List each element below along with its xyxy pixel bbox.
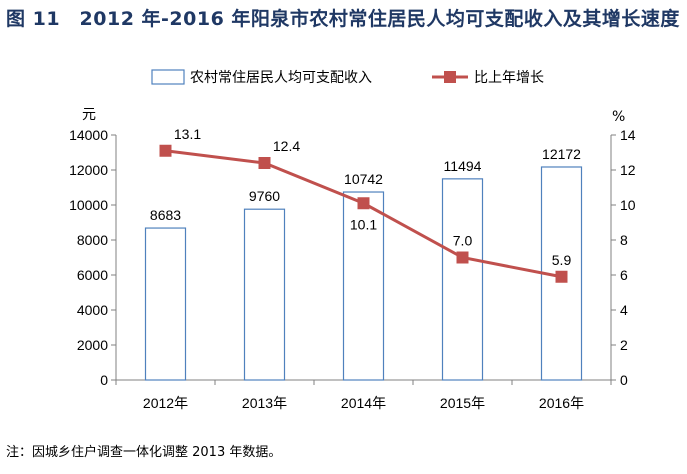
left-axis-tick-label: 4000	[77, 302, 108, 318]
income-data-label: 8683	[150, 207, 181, 223]
left-axis-tick-label: 2000	[77, 337, 108, 353]
left-axis-tick-label: 0	[100, 372, 108, 388]
right-axis-tick-label: 8	[620, 232, 628, 248]
income-data-label: 10742	[344, 171, 383, 187]
income-bar	[441, 178, 484, 381]
left-axis-tick-label: 10000	[69, 197, 108, 213]
growth-marker	[555, 270, 568, 283]
left-axis-tick-label: 6000	[77, 267, 108, 283]
income-bar	[243, 208, 286, 381]
growth-data-label: 12.4	[273, 138, 300, 154]
footnote: 注：因城乡住户调查一体化调整 2013 年数据。	[6, 445, 282, 460]
left-axis-tick-label: 14000	[69, 127, 108, 143]
x-axis-tick-label: 2013年	[242, 395, 287, 411]
combo-chart: 农村常住居民人均可支配收入 比上年增长 元 % 0 2000 4000 6000 800…	[69, 69, 636, 411]
left-axis-tick-label: 12000	[69, 162, 108, 178]
x-axis-tick-label: 2015年	[440, 395, 485, 411]
right-axis-tick-label: 6	[620, 267, 628, 283]
right-axis-tick-label: 2	[620, 337, 628, 353]
income-bar	[342, 191, 385, 381]
legend-label-income: 农村常住居民人均可支配收入	[190, 70, 372, 86]
x-axis-tick-label: 2016年	[539, 395, 584, 411]
growth-data-label: 5.9	[552, 252, 572, 268]
legend: 农村常住居民人均可支配收入 比上年增长	[151, 69, 544, 86]
growth-marker	[258, 157, 271, 169]
growth-marker	[456, 251, 469, 264]
right-axis-unit: %	[612, 109, 625, 125]
income-data-label: 12172	[542, 146, 581, 162]
data-labels: 8683 9760 10742 11494 12172 13.1 12.4 10.1 7.0 5.…	[150, 126, 581, 268]
x-axis-tick-label: 2012年	[143, 395, 188, 411]
left-axis-tick-label: 8000	[77, 232, 108, 248]
legend-swatch-marker	[444, 71, 456, 83]
income-data-label: 11494	[444, 158, 482, 174]
right-axis-tick-label: 4	[620, 302, 628, 318]
income-data-label: 9760	[249, 188, 280, 204]
right-axis-tick-label: 12	[620, 162, 636, 178]
left-axis-unit: 元	[82, 107, 96, 123]
growth-marker	[159, 144, 172, 157]
legend-label-growth: 比上年增长	[474, 70, 544, 86]
right-axis-tick-label: 0	[620, 372, 628, 388]
income-bar	[144, 227, 187, 381]
x-axis-tick-label: 2014年	[341, 395, 386, 411]
right-axis-tick-label: 14	[620, 127, 636, 143]
right-axis-tick-label: 10	[620, 197, 636, 213]
growth-data-label: 7.0	[453, 233, 473, 249]
growth-marker	[357, 197, 370, 210]
legend-swatch-bar	[151, 69, 185, 85]
growth-data-label: 10.1	[350, 216, 377, 232]
chart-title: 图 11 2012 年-2016 年阳泉市农村常住居民人均可支配收入及其增长速度	[6, 8, 680, 30]
line-series	[159, 144, 568, 283]
growth-data-label: 13.1	[174, 126, 201, 142]
